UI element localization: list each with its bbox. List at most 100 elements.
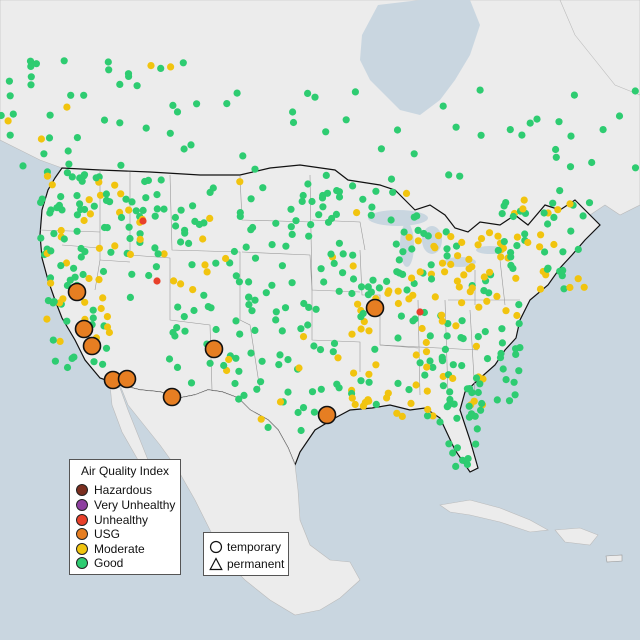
moderate-station-marker — [429, 412, 437, 420]
moderate-station-marker — [460, 271, 468, 279]
moderate-station-marker — [361, 398, 369, 407]
good-station-marker — [141, 177, 149, 186]
good-station-marker — [472, 374, 481, 382]
good-station-marker — [414, 226, 422, 234]
good-station-marker — [80, 172, 88, 180]
greenland — [559, 0, 640, 96]
legend-item-usg: USG — [76, 527, 120, 541]
good-station-marker — [449, 449, 457, 457]
good-station-marker — [450, 400, 458, 408]
moderate-station-marker — [502, 307, 510, 315]
good-station-marker — [449, 361, 457, 369]
good-station-marker — [90, 358, 98, 366]
good-station-marker — [497, 349, 505, 358]
good-station-marker — [452, 123, 460, 131]
good-station-marker — [371, 345, 379, 353]
good-station-marker — [212, 259, 220, 267]
good-station-marker — [502, 376, 510, 384]
good-station-marker — [284, 388, 292, 396]
good-station-marker — [73, 134, 81, 142]
good-station-marker — [151, 212, 159, 220]
moderate-station-marker — [477, 235, 486, 243]
moderate-station-marker — [536, 243, 544, 251]
moderate-station-marker — [86, 210, 94, 218]
good-station-marker — [236, 212, 244, 220]
good-station-marker — [483, 355, 492, 363]
very-unhealthy-swatch-icon — [76, 499, 88, 511]
good-station-marker — [288, 279, 296, 287]
good-station-marker — [403, 286, 411, 294]
good-station-marker — [304, 321, 312, 329]
good-station-marker — [387, 216, 395, 224]
good-station-marker — [513, 242, 521, 250]
good-station-marker — [443, 252, 451, 260]
good-station-marker — [71, 273, 79, 281]
moderate-station-marker — [103, 323, 112, 331]
good-station-marker — [458, 362, 466, 370]
good-station-marker — [292, 217, 300, 225]
moderate-station-marker — [96, 191, 105, 199]
moderate-station-marker — [4, 117, 12, 125]
good-station-marker — [477, 406, 485, 414]
moderate-station-marker — [513, 311, 521, 320]
moderate-station-marker — [447, 233, 455, 241]
moderate-station-marker — [423, 387, 431, 395]
good-station-marker — [132, 207, 140, 215]
good-station-marker — [247, 349, 255, 357]
moderate-station-marker — [48, 181, 56, 189]
good-station-marker — [264, 423, 272, 431]
good-station-marker — [452, 462, 460, 470]
good-station-marker — [78, 177, 86, 185]
good-station-marker — [166, 129, 174, 137]
good-station-marker — [253, 385, 261, 393]
moderate-station-marker — [394, 287, 402, 295]
good-station-marker — [116, 119, 124, 127]
good-station-marker — [330, 259, 338, 267]
good-station-marker — [348, 289, 356, 298]
good-station-marker — [375, 284, 383, 292]
moderate-station-marker — [111, 242, 119, 250]
moderate-swatch-icon — [76, 543, 88, 555]
good-station-marker — [47, 247, 55, 255]
good-station-marker — [282, 242, 290, 250]
good-station-marker — [251, 296, 259, 304]
good-station-marker — [125, 72, 133, 80]
station-markers — [0, 57, 640, 470]
good-station-marker — [481, 328, 489, 336]
good-station-marker — [444, 402, 452, 410]
good-station-marker — [6, 92, 14, 100]
good-station-marker — [510, 378, 518, 386]
legend-label: USG — [94, 527, 121, 541]
moderate-station-marker — [394, 299, 402, 308]
good-station-marker — [223, 100, 231, 108]
good-station-marker — [478, 399, 486, 408]
good-station-marker — [187, 141, 195, 149]
good-station-marker — [281, 304, 290, 312]
moderate-station-marker — [465, 255, 473, 263]
good-station-marker — [320, 278, 328, 286]
good-station-marker — [472, 440, 480, 448]
moderate-station-marker — [480, 273, 488, 281]
good-station-marker — [443, 245, 451, 253]
good-station-marker — [154, 250, 162, 258]
good-station-marker — [63, 317, 71, 325]
moderate-station-marker — [225, 355, 233, 364]
moderate-station-marker — [170, 277, 178, 285]
good-station-marker — [102, 190, 110, 198]
good-station-marker — [556, 267, 564, 275]
good-station-marker — [180, 313, 188, 321]
good-station-marker — [476, 380, 484, 388]
good-station-marker — [133, 82, 141, 90]
good-station-marker — [357, 283, 366, 291]
hazardous-swatch-icon — [76, 484, 88, 496]
good-station-marker — [242, 243, 250, 251]
moderate-station-marker — [438, 311, 446, 319]
good-station-marker — [77, 253, 85, 261]
moderate-station-marker — [465, 265, 473, 273]
good-station-marker — [574, 245, 582, 253]
good-station-marker — [188, 261, 196, 269]
moderate-station-marker — [580, 283, 588, 291]
moderate-station-marker — [431, 293, 439, 301]
good-station-marker — [552, 153, 560, 161]
moderate-station-marker — [201, 261, 209, 269]
